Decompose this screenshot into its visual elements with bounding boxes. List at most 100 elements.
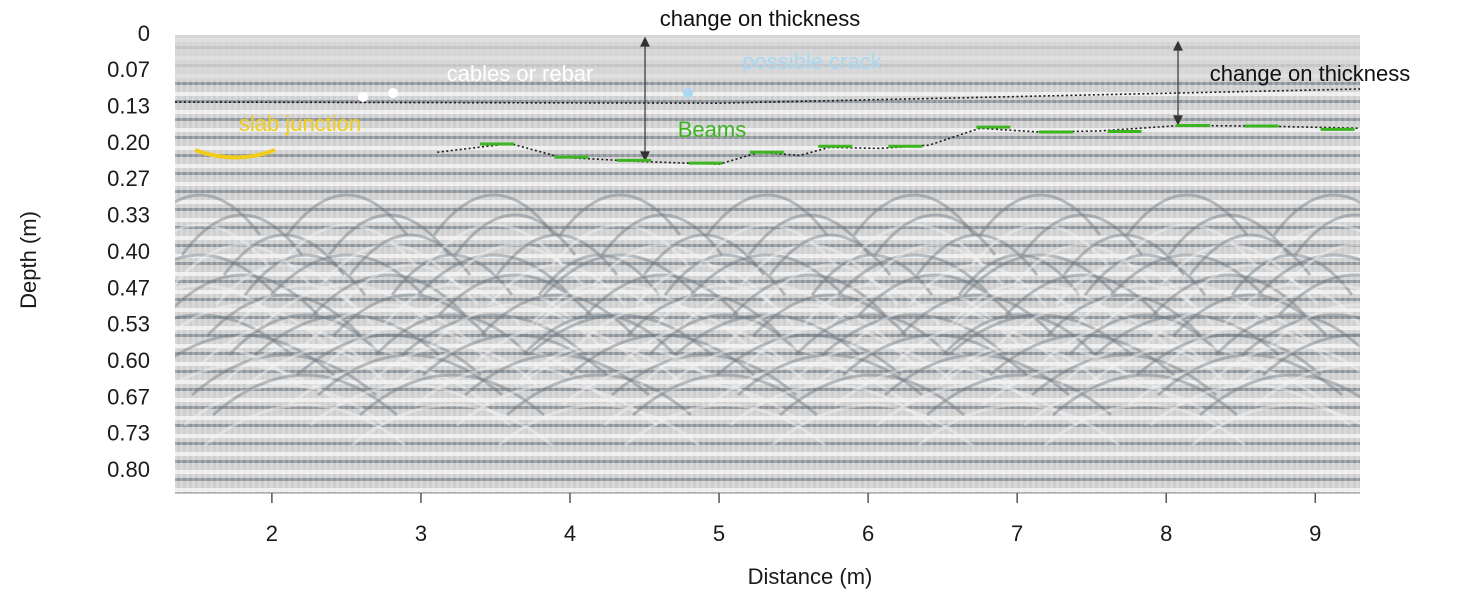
- hyperbola: [269, 253, 425, 297]
- y-tick-label: 0.07: [107, 57, 150, 82]
- hyperbola: [416, 253, 572, 297]
- hyperbola: [424, 223, 564, 266]
- hyperbola: [303, 303, 475, 347]
- hyperbola: [674, 313, 860, 357]
- hyperbola: [175, 283, 286, 327]
- x-tick-label: 8: [1160, 521, 1172, 546]
- hyperbola: [1101, 283, 1273, 327]
- hyperbola: [393, 343, 595, 387]
- hyperbola: [1075, 283, 1215, 326]
- hyperbola: [1172, 293, 1328, 337]
- hyperbola: [663, 253, 787, 296]
- hyperbola: [744, 323, 916, 367]
- hyperbola: [1031, 353, 1217, 397]
- hyperbola: [175, 343, 301, 387]
- hyperbola: [180, 213, 304, 256]
- hyperbola: [464, 353, 650, 397]
- hyperbola: [1254, 363, 1360, 407]
- x-tick-label: 9: [1309, 521, 1321, 546]
- hyperbola: [340, 263, 480, 306]
- hyperbola: [647, 313, 803, 357]
- hyperbola: [401, 313, 587, 357]
- hyperbola: [1269, 303, 1360, 347]
- hyperbola: [857, 273, 1013, 317]
- hyperbola: [1241, 313, 1360, 357]
- arrow-heads: [640, 36, 650, 162]
- slab-junction-arc: [194, 148, 276, 160]
- hyperbola: [899, 293, 1055, 337]
- hyperbola: [513, 343, 685, 387]
- hyperbola: [175, 273, 320, 317]
- hyperbola: [842, 333, 1028, 377]
- radargram-noise: [175, 35, 1360, 493]
- hyperbola: [175, 313, 293, 357]
- hyperbola: [1233, 343, 1360, 387]
- hyperbola: [957, 253, 1081, 296]
- hyperbola: [1199, 373, 1360, 417]
- hyperbola: [1059, 343, 1231, 387]
- hyperbola: [175, 363, 343, 407]
- hyperbola: [495, 233, 619, 276]
- hyperbola: [366, 343, 538, 387]
- hyperbola: [771, 403, 973, 447]
- hyperbola: [453, 213, 577, 256]
- hyperbola: [324, 323, 496, 367]
- hyperbola: [175, 193, 262, 236]
- hyperbola: [1046, 293, 1202, 337]
- hyperbola: [243, 253, 367, 296]
- hyperbola: [261, 283, 433, 327]
- hyperbola: [600, 213, 724, 256]
- hyperbola: [584, 273, 740, 317]
- hyperbola: [603, 383, 805, 427]
- hyperbola: [309, 383, 511, 427]
- hyperbola: [1062, 233, 1186, 276]
- hyperbola: [1188, 233, 1312, 276]
- y-tick-label: 0.27: [107, 166, 150, 191]
- hyperbola: [939, 343, 1141, 387]
- reflection-hyperbolas: [175, 193, 1360, 447]
- hyperbola: [527, 313, 713, 357]
- x-tick-label: 7: [1011, 521, 1023, 546]
- x-tick-label: 2: [266, 521, 278, 546]
- hyperbola: [1052, 373, 1238, 417]
- hyperbola: [227, 313, 383, 357]
- hyperbola: [828, 283, 1000, 327]
- thickness-arrows: [640, 36, 1183, 162]
- hyperbola: [1136, 333, 1322, 377]
- x-tick-label: 4: [564, 521, 576, 546]
- hyperbola: [1180, 263, 1320, 306]
- hyperbola: [1109, 253, 1265, 297]
- hyperbola: [716, 333, 902, 377]
- y-tick-label: 0.80: [107, 457, 150, 482]
- radargram-image: [175, 35, 1360, 493]
- hyperbola: [479, 293, 635, 337]
- hyperbola: [1143, 303, 1315, 347]
- hyperbola: [1117, 223, 1257, 266]
- y-tick-label: 0.40: [107, 239, 150, 264]
- hyperbola: [445, 243, 585, 286]
- hyperbola: [175, 333, 335, 377]
- y-tick-label: 0.33: [107, 203, 150, 228]
- x-axis-label: Distance (m): [748, 564, 873, 589]
- hyperbola: [802, 283, 942, 326]
- hyperbola: [954, 283, 1126, 327]
- annotation: cables or rebar: [447, 61, 594, 86]
- hyperbola: [1125, 193, 1249, 236]
- hyperbola: [348, 233, 472, 276]
- x-tick-label: 5: [713, 521, 725, 546]
- hyperbola: [198, 323, 370, 367]
- hyperbola: [576, 303, 748, 347]
- hyperbola: [351, 403, 553, 447]
- hyperbola: [1230, 253, 1354, 296]
- hyperbola: [1054, 263, 1194, 306]
- hyperbola: [277, 223, 417, 266]
- hyperbola: [731, 273, 887, 317]
- hyperbola: [382, 283, 522, 326]
- hyperbola: [1020, 213, 1144, 256]
- hyperbola: [618, 323, 790, 367]
- hyperbola: [1083, 253, 1207, 296]
- hyperbola: [542, 253, 698, 297]
- hyperbola: [786, 343, 958, 387]
- hyperbola: [550, 223, 690, 266]
- hyperbola: [1293, 213, 1360, 256]
